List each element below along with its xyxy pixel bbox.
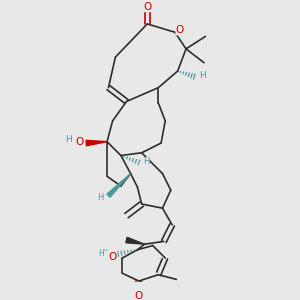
- Text: H: H: [143, 158, 149, 166]
- Polygon shape: [86, 140, 107, 146]
- Text: H: H: [199, 71, 206, 80]
- Text: O: O: [75, 137, 83, 147]
- Text: O: O: [109, 252, 117, 262]
- Text: O: O: [135, 291, 143, 300]
- Text: O: O: [176, 25, 184, 35]
- Polygon shape: [107, 173, 130, 197]
- Text: O: O: [143, 2, 152, 12]
- Text: H'': H'': [98, 249, 108, 258]
- Polygon shape: [126, 237, 145, 244]
- Text: H: H: [98, 193, 104, 202]
- Text: H: H: [65, 135, 72, 144]
